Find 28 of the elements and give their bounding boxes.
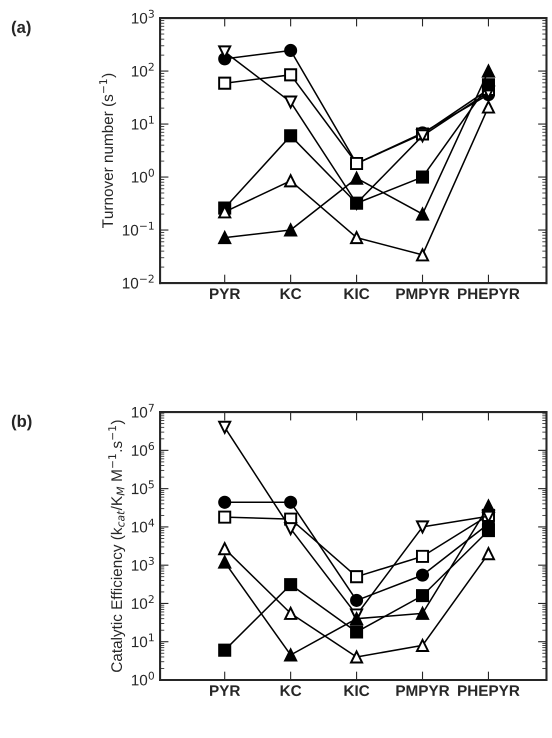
x-tick-label: KC [280, 685, 302, 696]
y-tick-label: 10$^{2}$ [132, 595, 154, 610]
y-tick-label: 10$^{2}$ [132, 62, 154, 77]
y-tick-label: 10$^{−1}$ [122, 222, 154, 236]
y-tick-label: 10$^{−2}$ [122, 274, 154, 289]
x-tick-label: PMPYR [396, 288, 450, 299]
y-tick-label: 10$^{7}$ [132, 404, 154, 418]
y-tick-label: 10$^{0}$ [132, 672, 154, 686]
y-tick-label: 10$^{4}$ [132, 518, 154, 532]
y-tick-label: 10$^{1}$ [132, 634, 154, 648]
x-tick-label: KIC [344, 288, 370, 300]
text: (a) [12, 20, 31, 36]
x-tick-label: PYR [210, 685, 240, 696]
y-tick-label: 10$^{0}$ [132, 168, 154, 183]
y-tick-label: 10$^{3}$ [132, 556, 154, 571]
x-tick-label: KIC [344, 685, 370, 696]
x-tick-label: PHEPYR [458, 685, 520, 696]
x-tick-label: KC [280, 288, 302, 300]
text: (b) [12, 414, 32, 430]
y-tick-label: 10$^{5}$ [132, 480, 154, 494]
y-axis-title: Turnover number (s$^{−1}$) [99, 74, 116, 228]
y-tick-label: 10$^{6}$ [132, 442, 154, 456]
y-tick-label: 10$^{3}$ [132, 10, 154, 24]
text: Catalytic Efficiency (k$_{cat}$/K$_{M}$ M$^{−1}$.s$^{−1}$) [108, 420, 126, 672]
x-tick-label: PHEPYR [458, 288, 520, 299]
x-tick-label: PMPYR [396, 685, 450, 696]
x-tick-label: PYR [210, 288, 240, 299]
y-tick-label: 10$^{1}$ [132, 116, 154, 130]
